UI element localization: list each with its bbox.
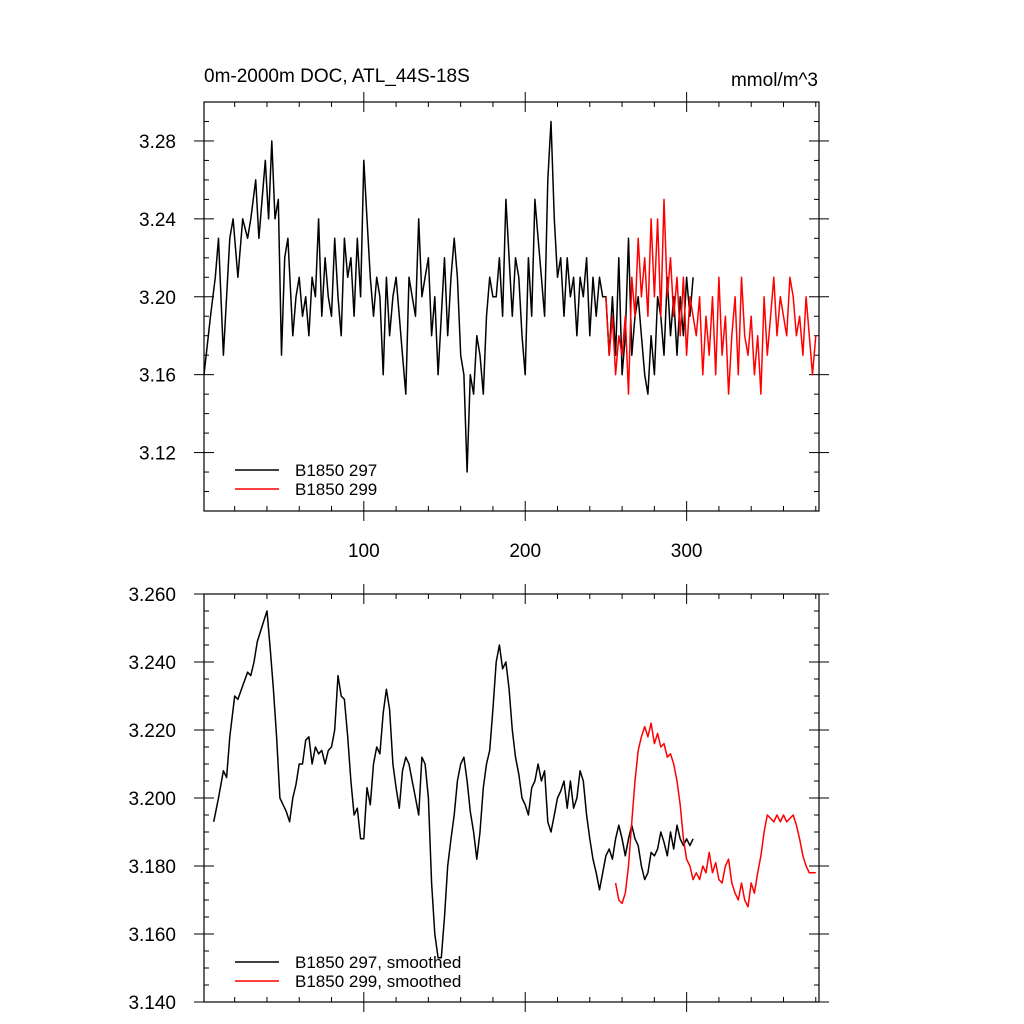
x-tick-label: 300 bbox=[671, 541, 703, 562]
y-tick-label: 3.20 bbox=[139, 288, 176, 309]
top-panel-units: mmol/m^3 bbox=[731, 70, 818, 91]
y-tick-label: 3.260 bbox=[128, 585, 176, 606]
top-panel-title: 0m-2000m DOC, ATL_44S-18S bbox=[204, 66, 470, 87]
x-tick-label: 100 bbox=[348, 541, 380, 562]
top-series-group bbox=[203, 120, 817, 473]
y-tick-label: 3.12 bbox=[139, 444, 176, 465]
legend-label: B1850 299, smoothed bbox=[295, 972, 461, 991]
bottom-axes-ticks: 3.140 3.160 3.180 3.200 3.220 3.240 3.260 bbox=[128, 584, 829, 1014]
y-tick-label: 3.180 bbox=[128, 857, 176, 878]
y-tick-label: 3.28 bbox=[139, 132, 176, 153]
y-tick-label: 3.24 bbox=[139, 210, 176, 231]
bottom-series-group bbox=[212, 610, 816, 959]
legend-label: B1850 299 bbox=[295, 480, 377, 499]
series-line-1 bbox=[212, 610, 694, 959]
top-axes-ticks: 100 200 300 3.12 3.16 3.20 3.24 3.28 bbox=[139, 92, 829, 562]
x-tick-label: 200 bbox=[509, 541, 541, 562]
y-tick-label: 3.16 bbox=[139, 366, 176, 387]
legend-label: B1850 297 bbox=[295, 461, 377, 480]
top-panel: 0m-2000m DOC, ATL_44S-18S mmol/m^3 100 20… bbox=[139, 66, 829, 562]
y-tick-label: 3.140 bbox=[128, 993, 176, 1014]
y-tick-label: 3.160 bbox=[128, 925, 176, 946]
y-tick-label: 3.220 bbox=[128, 721, 176, 742]
y-tick-label: 3.200 bbox=[128, 789, 176, 810]
legend-label: B1850 297, smoothed bbox=[295, 953, 461, 972]
bottom-panel: 3.140 3.160 3.180 3.200 3.220 3.240 3.260 B185… bbox=[128, 584, 829, 1014]
series-line-1 bbox=[203, 120, 694, 473]
top-plot-frame bbox=[203, 101, 820, 512]
series-line-2 bbox=[614, 722, 816, 908]
bottom-plot-frame bbox=[203, 593, 820, 1003]
y-tick-label: 3.240 bbox=[128, 653, 176, 674]
series-line-2 bbox=[605, 198, 817, 395]
